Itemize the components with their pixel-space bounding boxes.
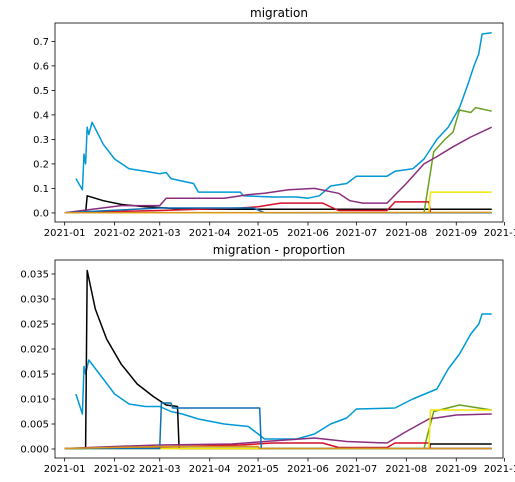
y-tick-label: 0.000 [20,445,49,456]
y-tick-label: 0.0 [33,208,49,219]
x-tick-label: 2021-10 [484,464,515,475]
y-tick-label: 0.010 [20,395,49,406]
y-tick-label: 0.020 [20,345,49,356]
series-line-4 [64,126,493,214]
y-tick-label: 0.2 [33,159,49,170]
x-tick-label: 2021-06 [287,464,329,475]
series-line-8 [64,445,492,450]
x-tick-label: 2021-01 [44,228,86,239]
x-tick-label: 2021-07 [335,464,377,475]
series-line-1 [75,32,492,199]
plot-frame [54,22,504,223]
series-line-5 [64,201,492,214]
x-tick-label: 2021-03 [139,228,181,239]
x-tick-label: 2021-02 [94,464,136,475]
x-tick-label: 2021-04 [189,228,231,239]
series-line-1 [75,313,492,440]
x-tick-label: 2021-02 [94,228,136,239]
series-line-2 [64,195,492,214]
x-tick-label: 2021-05 [237,228,279,239]
x-tick-label: 2021-03 [139,464,181,475]
y-tick-label: 0.1 [33,184,49,195]
chart-title: migration [250,6,308,20]
x-tick-label: 2021-09 [435,464,477,475]
series-line-7 [64,402,492,450]
x-tick-label: 2021-10 [484,228,515,239]
y-tick-label: 0.005 [20,420,49,431]
x-tick-label: 2021-09 [435,228,477,239]
x-tick-label: 2021-05 [237,464,279,475]
plot-frame [54,259,504,459]
series-line-3 [64,106,492,214]
series-line-4 [64,413,492,450]
y-tick-label: 0.5 [33,86,49,97]
series-line-2 [64,269,492,450]
x-tick-label: 2021-04 [189,464,231,475]
y-tick-label: 0.030 [20,295,49,306]
y-tick-label: 0.025 [20,320,49,331]
y-tick-label: 0.7 [33,37,49,48]
x-tick-label: 2021-06 [287,228,329,239]
y-tick-label: 0.6 [33,61,49,72]
x-tick-label: 2021-08 [385,228,427,239]
chart-title: migration - proportion [213,243,345,257]
x-tick-label: 2021-01 [44,464,86,475]
x-tick-label: 2021-08 [385,464,427,475]
series-line-3 [64,404,492,450]
y-tick-label: 0.3 [33,135,49,146]
y-tick-label: 0.015 [20,370,49,381]
y-tick-label: 0.4 [33,110,49,121]
series-line-6 [64,409,492,450]
x-tick-label: 2021-07 [335,228,377,239]
y-tick-label: 0.035 [20,270,49,281]
